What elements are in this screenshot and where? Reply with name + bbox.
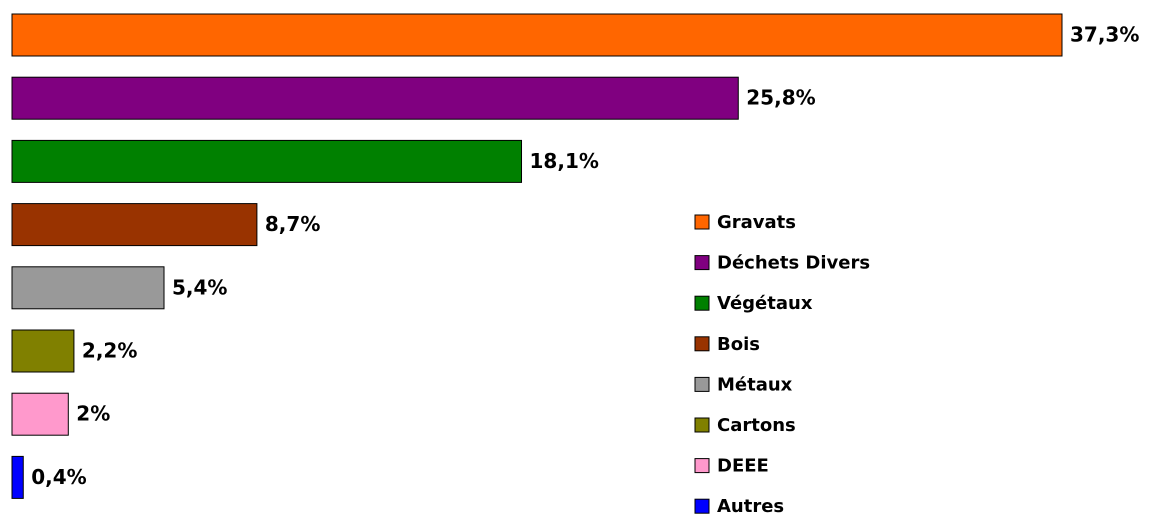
legend-swatch [694,498,710,514]
bar [11,203,258,247]
legend-swatch [694,214,710,230]
value-label: 8,7% [265,212,320,236]
legend-swatch [694,336,710,352]
legend-swatch [694,295,710,311]
bar [11,455,24,499]
legend-swatch [694,376,710,392]
legend-label: Métaux [717,374,793,395]
bar [11,266,165,310]
legend-label: Gravats [717,212,796,233]
legend-label: Bois [717,334,760,355]
value-label: 0,4% [31,465,86,489]
legend-swatch [694,417,710,433]
value-label: 2% [76,402,110,426]
legend-label: Cartons [717,415,796,436]
bar [11,13,1063,57]
legend-label: Autres [717,496,784,517]
legend-swatch [694,458,710,474]
legend-label: Déchets Divers [717,253,870,274]
legend-label: Végétaux [717,293,813,314]
value-label: 18,1% [530,149,599,173]
value-label: 2,2% [82,339,137,363]
bar [11,392,69,436]
legend-swatch [694,255,710,271]
value-label: 25,8% [746,86,815,110]
legend-label: DEEE [717,456,769,477]
bar [11,76,739,120]
bar [11,139,523,183]
value-label: 37,3% [1070,23,1139,47]
value-label: 5,4% [172,275,227,299]
bar [11,329,75,373]
